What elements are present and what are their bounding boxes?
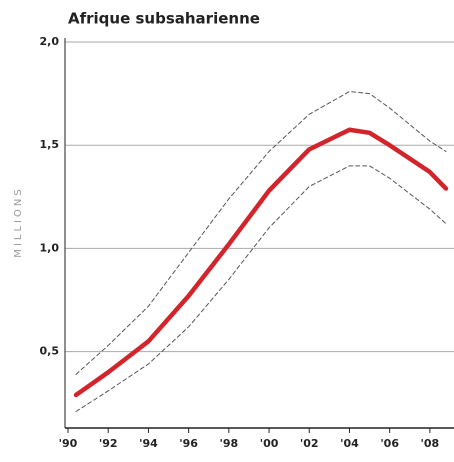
x-tick-label: '90 <box>59 437 78 450</box>
x-tick-label: '02 <box>300 437 319 450</box>
x-tick-label: '06 <box>380 437 399 450</box>
series-line <box>75 165 447 412</box>
x-tick-label: '96 <box>179 437 198 450</box>
x-tick-label: '04 <box>340 437 359 450</box>
y-tick-label: 0,5 <box>40 345 60 358</box>
y-axis-label: MILLIONS <box>13 186 24 257</box>
chart-title: Afrique subsaharienne <box>68 10 260 28</box>
x-tick-label: '08 <box>421 437 440 450</box>
y-tick-label: 1,5 <box>40 138 60 151</box>
y-tick-label: 2,0 <box>40 35 60 48</box>
x-tick-label: '98 <box>219 437 238 450</box>
x-tick-label: '92 <box>99 437 118 450</box>
series-line <box>73 127 449 398</box>
series-line <box>75 91 447 375</box>
x-tick-label: '94 <box>139 437 158 450</box>
x-tick-label: '00 <box>260 437 279 450</box>
y-tick-label: 1,0 <box>40 241 60 254</box>
